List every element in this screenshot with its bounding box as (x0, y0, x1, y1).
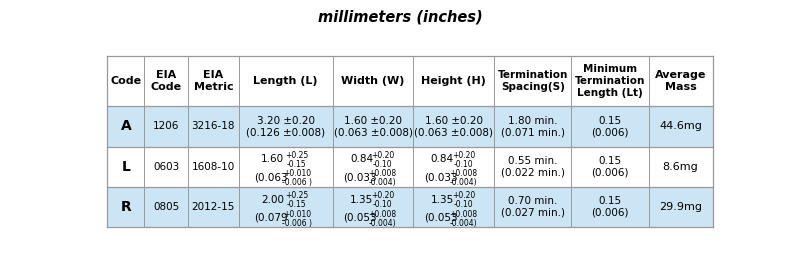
Text: +0.010: +0.010 (283, 210, 311, 219)
Text: 3216-18: 3216-18 (191, 121, 235, 131)
Text: 1.80 min.
(0.071 min.): 1.80 min. (0.071 min.) (501, 116, 565, 137)
Text: (0.033: (0.033 (343, 173, 377, 183)
Text: -0.10: -0.10 (373, 200, 393, 209)
Text: +0.20: +0.20 (452, 151, 475, 160)
Text: millimeters (inches): millimeters (inches) (318, 9, 482, 24)
Text: Termination
Spacing(S): Termination Spacing(S) (498, 70, 568, 92)
Text: 0.70 min.
(0.027 min.): 0.70 min. (0.027 min.) (501, 196, 565, 218)
Text: 1.60 ±0.20
(0.063 ±0.008): 1.60 ±0.20 (0.063 ±0.008) (334, 116, 413, 137)
Text: -0.10: -0.10 (454, 160, 473, 169)
Text: (0.053: (0.053 (424, 213, 458, 223)
Text: Width (W): Width (W) (342, 76, 405, 86)
Text: -0.004): -0.004) (369, 178, 397, 187)
Text: 29.9mg: 29.9mg (659, 202, 702, 212)
Text: EIA
Metric: EIA Metric (194, 70, 233, 92)
Text: (0.053: (0.053 (343, 213, 377, 223)
Text: -0.004): -0.004) (369, 219, 397, 228)
Text: EIA
Code: EIA Code (150, 70, 182, 92)
Text: -0.004): -0.004) (450, 219, 477, 228)
Text: +0.25: +0.25 (286, 151, 309, 160)
Text: -0.15: -0.15 (287, 200, 306, 209)
Text: +0.20: +0.20 (452, 191, 475, 200)
Text: 8.6mg: 8.6mg (662, 162, 698, 172)
Text: +0.25: +0.25 (286, 191, 309, 200)
Text: 0.84: 0.84 (431, 154, 454, 164)
Text: 3.20 ±0.20
(0.126 ±0.008): 3.20 ±0.20 (0.126 ±0.008) (246, 116, 325, 137)
Text: Height (H): Height (H) (422, 76, 486, 86)
Text: L: L (122, 160, 130, 174)
Text: -0.10: -0.10 (373, 160, 393, 169)
Text: 1206: 1206 (153, 121, 179, 131)
Text: R: R (121, 200, 131, 214)
Text: -0.15: -0.15 (287, 160, 306, 169)
Text: 0805: 0805 (153, 202, 179, 212)
Bar (107, 187, 713, 227)
Text: 2.00: 2.00 (261, 194, 284, 205)
Text: 1.35: 1.35 (430, 194, 454, 205)
Text: Average
Mass: Average Mass (655, 70, 706, 92)
Text: +0.008: +0.008 (450, 170, 478, 178)
Text: 0603: 0603 (153, 162, 179, 172)
Text: -0.10: -0.10 (454, 200, 473, 209)
Text: +0.008: +0.008 (450, 210, 478, 219)
Text: -0.004): -0.004) (450, 178, 477, 187)
Text: A: A (121, 119, 131, 133)
Text: 0.15
(0.006): 0.15 (0.006) (591, 156, 629, 177)
Text: 0.84: 0.84 (350, 154, 374, 164)
Text: (0.033: (0.033 (424, 173, 458, 183)
Text: Code: Code (110, 76, 142, 86)
Text: 44.6mg: 44.6mg (659, 121, 702, 131)
Text: +0.20: +0.20 (371, 151, 394, 160)
Text: 1608-10: 1608-10 (192, 162, 235, 172)
Text: 1.35: 1.35 (350, 194, 374, 205)
Bar (107, 56, 713, 106)
Text: (0.079: (0.079 (254, 213, 287, 223)
Text: 1.60: 1.60 (261, 154, 284, 164)
Text: +0.008: +0.008 (369, 170, 397, 178)
Text: -0.006 ): -0.006 ) (282, 219, 312, 228)
Text: 2012-15: 2012-15 (192, 202, 235, 212)
Bar (107, 146, 713, 187)
Text: -0.006 ): -0.006 ) (282, 178, 312, 187)
Text: +0.20: +0.20 (371, 191, 394, 200)
Text: 1.60 ±0.20
(0.063 ±0.008): 1.60 ±0.20 (0.063 ±0.008) (414, 116, 494, 137)
Text: +0.010: +0.010 (283, 170, 311, 178)
Bar (107, 106, 713, 146)
Text: 0.15
(0.006): 0.15 (0.006) (591, 196, 629, 218)
Text: Minimum
Termination
Length (Lt): Minimum Termination Length (Lt) (575, 64, 646, 97)
Text: +0.008: +0.008 (369, 210, 397, 219)
Text: 0.15
(0.006): 0.15 (0.006) (591, 116, 629, 137)
Text: 0.55 min.
(0.022 min.): 0.55 min. (0.022 min.) (501, 156, 565, 177)
Text: (0.063: (0.063 (254, 173, 287, 183)
Text: Length (L): Length (L) (254, 76, 318, 86)
